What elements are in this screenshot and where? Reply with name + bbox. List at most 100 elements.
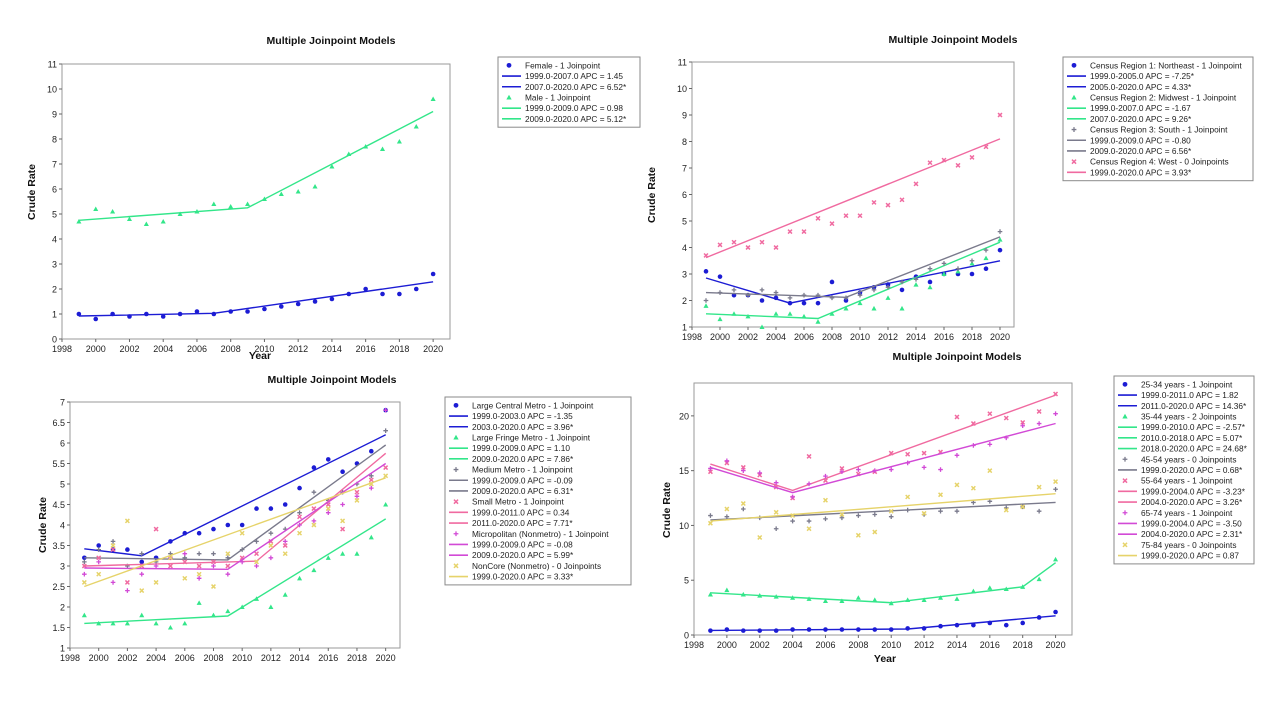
- data-point: [396, 138, 402, 144]
- data-point: [773, 290, 779, 295]
- data-point: [806, 526, 812, 532]
- data-point: [325, 510, 331, 515]
- data-point: [1003, 507, 1009, 513]
- data-point: [153, 563, 159, 569]
- data-point: [927, 266, 933, 271]
- data-point: [413, 123, 419, 129]
- legend-label: Census Region 2: Midwest - 1 Joinpoint: [1090, 92, 1237, 102]
- chart-title: Multiple Joinpoint Models: [893, 351, 1022, 363]
- data-point: [96, 559, 101, 565]
- data-point: [843, 213, 849, 219]
- data-point: [211, 311, 217, 317]
- data-point: [211, 563, 216, 569]
- legend-label: 1999.0-2009.0 APC = -0.80: [1090, 135, 1191, 145]
- legend-item: 45-54 years - 0 Joinpoints: [1122, 454, 1236, 464]
- x-tick-label: 2008: [822, 332, 842, 342]
- series-1: [76, 96, 436, 227]
- data-point: [855, 532, 861, 538]
- series-1: [707, 556, 1059, 606]
- data-point: [282, 551, 288, 557]
- x-tick-label: 2010: [232, 653, 252, 663]
- x-tick-label: 2012: [914, 640, 934, 650]
- data-point: [717, 290, 723, 295]
- fit-line: [705, 241, 1001, 320]
- y-tick-label: 6: [60, 439, 65, 449]
- legend-marker: [453, 531, 459, 537]
- y-tick-label: 7: [52, 160, 57, 170]
- data-point: [983, 255, 989, 261]
- data-point: [987, 468, 993, 474]
- data-point: [857, 300, 863, 306]
- series-5: [707, 468, 1059, 540]
- series-1: [703, 237, 1003, 330]
- x-axis-label: Year: [874, 653, 896, 665]
- legend-label: 1999.0-2009.0 APC = -0.08: [472, 539, 573, 549]
- data-point: [225, 563, 231, 569]
- x-tick-label: 2010: [254, 344, 274, 354]
- legend-box: [497, 56, 641, 128]
- data-point: [125, 588, 130, 593]
- data-point: [182, 551, 188, 556]
- data-point: [127, 314, 132, 319]
- legend-item: Small Metro - 1 Joinpoint: [453, 497, 564, 507]
- data-point: [354, 489, 360, 495]
- data-point: [724, 506, 730, 512]
- x-tick-label: 2018: [1013, 640, 1033, 650]
- data-point: [383, 428, 388, 433]
- legend-item: 2018.0-2020.0 APC = 24.68*: [1118, 444, 1248, 454]
- data-point: [997, 237, 1003, 242]
- data-point: [96, 571, 102, 577]
- data-point: [325, 555, 331, 560]
- x-tick-label: 2020: [423, 344, 443, 354]
- data-point: [430, 96, 436, 102]
- data-point: [182, 555, 188, 561]
- plot-area: [69, 401, 401, 649]
- legend-marker: [1122, 510, 1128, 516]
- data-point: [254, 551, 260, 557]
- legend-label: 1999.0-2005.0 APC = -7.25*: [1090, 71, 1195, 81]
- data-point: [773, 295, 779, 301]
- legend-item: 2011.0-2020.0 APC = 14.36*: [1118, 401, 1247, 411]
- x-tick-label: 2014: [947, 640, 967, 650]
- legend-label: 1999.0-2009.0 APC = 1.10: [472, 443, 570, 453]
- data-point: [254, 506, 259, 511]
- legend: Census Region 1: Northeast - 1 Joinpoint…: [1062, 56, 1254, 182]
- data-point: [905, 494, 911, 500]
- data-point: [153, 579, 159, 585]
- chart-title: Multiple Joinpoint Models: [268, 374, 397, 386]
- data-point: [822, 497, 828, 503]
- data-point: [937, 595, 944, 600]
- x-tick-label: 2012: [288, 344, 308, 354]
- data-point: [110, 543, 116, 548]
- legend-label: 2004.0-2020.0 APC = 3.26*: [1141, 497, 1243, 507]
- x-tick-label: 2006: [187, 344, 207, 354]
- data-point: [829, 221, 835, 227]
- fit-line: [84, 518, 387, 625]
- data-point: [888, 514, 894, 519]
- legend-item: Male - 1 Joinpoint: [506, 92, 591, 102]
- data-point: [955, 268, 961, 274]
- data-point: [196, 563, 202, 569]
- legend-label: 2009.0-2020.0 APC = 6.31*: [472, 486, 574, 496]
- x-tick-label: 2006: [794, 332, 814, 342]
- x-tick-label: 2008: [221, 344, 241, 354]
- legend-marker: [506, 62, 512, 68]
- data-point: [312, 299, 318, 304]
- data-point: [295, 301, 301, 307]
- data-point: [787, 229, 793, 235]
- legend-marker: [453, 402, 459, 408]
- data-point: [888, 450, 894, 456]
- legend-item: 1999.0-2009.0 APC = 0.98: [502, 103, 623, 113]
- x-tick-label: 2004: [766, 332, 786, 342]
- data-point: [126, 216, 133, 222]
- data-point: [815, 215, 821, 221]
- data-point: [153, 620, 159, 626]
- data-point: [139, 551, 145, 556]
- x-tick-label: 1998: [52, 344, 72, 354]
- legend-marker: [1071, 94, 1077, 100]
- data-point: [969, 260, 975, 266]
- legend-marker: [1071, 62, 1077, 68]
- data-point: [773, 526, 779, 532]
- data-point: [96, 555, 102, 561]
- data-point: [160, 218, 166, 224]
